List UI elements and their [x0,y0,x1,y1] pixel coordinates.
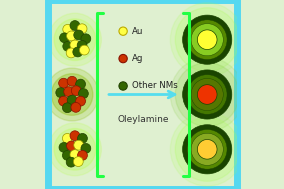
Circle shape [60,25,90,55]
Circle shape [67,95,77,105]
Circle shape [54,19,96,60]
Circle shape [67,76,77,86]
Circle shape [187,20,227,60]
Circle shape [78,133,87,143]
Circle shape [62,133,72,143]
Circle shape [80,45,89,55]
Circle shape [57,79,87,110]
Circle shape [197,85,217,104]
Circle shape [175,117,239,181]
Circle shape [77,24,87,34]
Circle shape [74,140,83,150]
Circle shape [197,139,217,159]
Circle shape [62,150,72,160]
Text: Au: Au [132,27,143,36]
Circle shape [49,123,101,176]
Circle shape [62,103,72,113]
Circle shape [183,70,232,119]
Circle shape [197,30,217,50]
Circle shape [64,87,74,97]
Circle shape [77,40,87,50]
Circle shape [191,78,223,111]
Circle shape [76,96,85,106]
Circle shape [54,129,96,170]
Circle shape [59,143,69,152]
Circle shape [63,41,73,51]
Circle shape [73,157,83,167]
Circle shape [70,150,80,160]
Circle shape [71,86,81,96]
Text: Other NMs: Other NMs [132,81,178,91]
Circle shape [81,143,91,153]
Circle shape [183,15,232,64]
Circle shape [191,24,223,56]
Circle shape [70,21,80,30]
Circle shape [56,88,66,98]
Circle shape [70,40,80,50]
Circle shape [175,8,239,72]
Circle shape [71,102,81,112]
Circle shape [46,68,99,121]
Circle shape [119,82,127,90]
Circle shape [119,27,127,35]
Circle shape [60,134,90,164]
Circle shape [175,63,239,126]
Circle shape [170,112,244,186]
Circle shape [170,58,244,131]
Circle shape [81,34,91,44]
Circle shape [73,47,83,57]
Circle shape [66,31,76,41]
Circle shape [78,89,88,98]
Text: Oleylamine: Oleylamine [118,115,169,124]
Circle shape [59,78,68,88]
Text: Ag: Ag [132,54,143,63]
Circle shape [66,48,76,58]
Circle shape [63,24,73,34]
Circle shape [49,13,101,66]
Circle shape [70,131,80,141]
Circle shape [51,74,93,115]
Circle shape [59,96,68,106]
Circle shape [170,3,244,77]
Circle shape [78,150,87,160]
Circle shape [66,157,76,167]
Circle shape [187,129,227,169]
Circle shape [191,133,223,165]
Circle shape [76,79,85,89]
Circle shape [119,54,127,63]
Circle shape [187,75,227,114]
Circle shape [60,33,69,43]
Circle shape [66,141,76,151]
Circle shape [183,125,232,174]
Circle shape [74,30,83,40]
